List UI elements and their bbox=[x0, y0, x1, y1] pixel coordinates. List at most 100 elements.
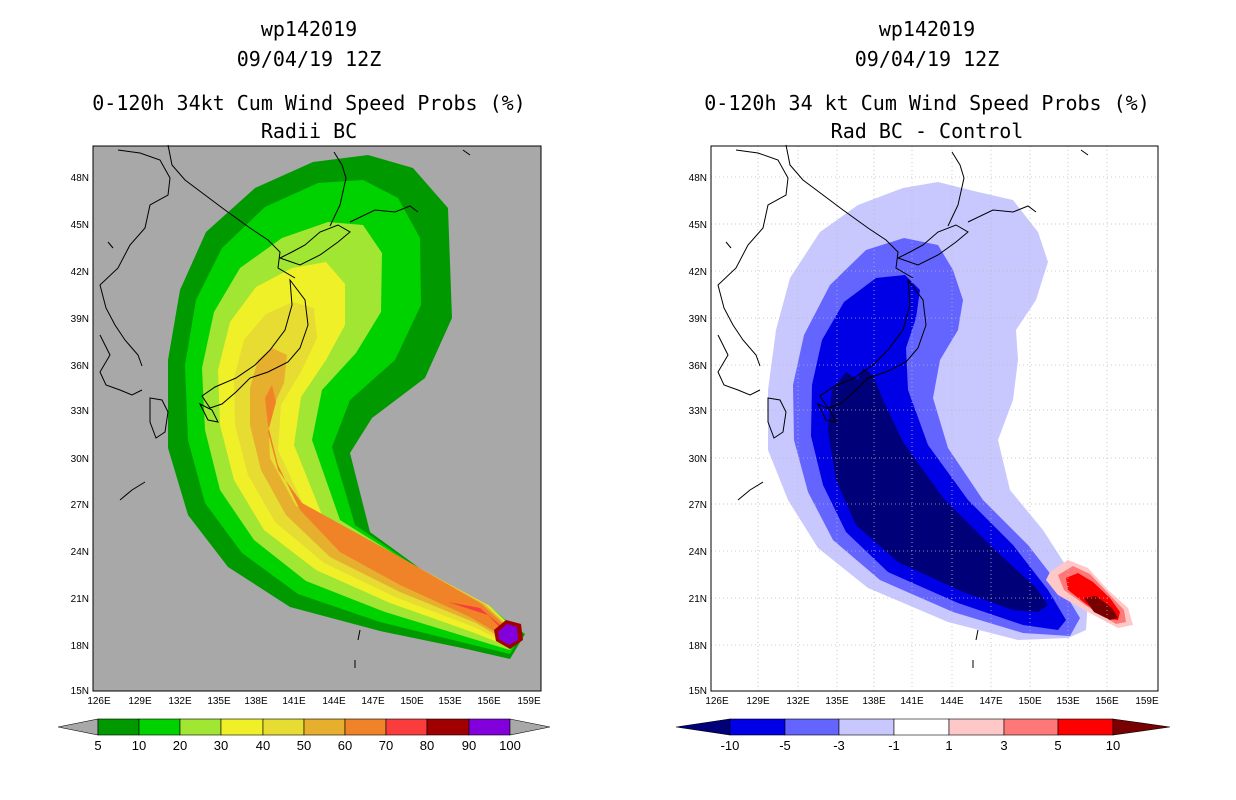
diff-plus-10-contour bbox=[1084, 596, 1118, 620]
colorbar-swatch bbox=[468, 718, 511, 736]
lon-tick-label: 150E bbox=[1018, 696, 1042, 707]
lon-tick-label: 138E bbox=[244, 696, 268, 707]
colorbar-label: 5 bbox=[1054, 738, 1061, 753]
colorbar-label: 100 bbox=[499, 738, 521, 753]
lat-tick-label: 15N bbox=[689, 686, 707, 697]
colorbar-swatch bbox=[385, 718, 428, 736]
colorbar-end-right bbox=[509, 718, 551, 736]
date-title: 09/04/19 12Z bbox=[854, 47, 1000, 71]
lon-axis-labels: 126E 129E 132E 135E 138E 141E 144E 147E … bbox=[87, 696, 541, 707]
rad-bc-control-panel: wp142019 09/04/19 12Z 0-120h 34 kt Cum W… bbox=[618, 0, 1236, 800]
panel-subtitle: Rad BC - Control bbox=[830, 119, 1024, 143]
lat-tick-label: 27N bbox=[689, 500, 707, 511]
colorbar-swatch bbox=[948, 718, 1005, 736]
lon-tick-label: 147E bbox=[361, 696, 385, 707]
lon-tick-label: 144E bbox=[322, 696, 346, 707]
prob-90-contour bbox=[498, 624, 518, 645]
lat-tick-label: 39N bbox=[71, 314, 89, 325]
lon-tick-label: 159E bbox=[517, 696, 541, 707]
lon-tick-label: 156E bbox=[1095, 696, 1119, 707]
lat-tick-label: 30N bbox=[689, 454, 707, 465]
colorbar-swatch bbox=[893, 718, 950, 736]
lon-tick-label: 135E bbox=[207, 696, 231, 707]
lon-tick-label: 141E bbox=[900, 696, 924, 707]
lat-tick-label: 18N bbox=[689, 641, 707, 652]
lat-tick-label: 15N bbox=[71, 686, 89, 697]
colorbar-labels: -10 -5 -3 -1 1 3 5 10 bbox=[721, 738, 1121, 753]
map-frame bbox=[710, 145, 1159, 692]
lat-tick-label: 21N bbox=[689, 594, 707, 605]
colorbar-swatch bbox=[262, 718, 305, 736]
lon-tick-label: 147E bbox=[979, 696, 1003, 707]
colorbar-label: -3 bbox=[833, 738, 845, 753]
colorbar-swatch bbox=[426, 718, 470, 736]
colorbar-end-right bbox=[1112, 718, 1171, 736]
lat-tick-label: 42N bbox=[689, 267, 707, 278]
colorbar-swatch bbox=[344, 718, 387, 736]
colorbar-swatch bbox=[838, 718, 895, 736]
product-title: 0-120h 34 kt Cum Wind Speed Probs (%) bbox=[704, 91, 1150, 115]
colorbar-label: 10 bbox=[132, 738, 146, 753]
lon-tick-label: 129E bbox=[746, 696, 770, 707]
colorbar-label: 80 bbox=[420, 738, 434, 753]
radii-bc-panel: wp142019 09/04/19 12Z 0-120h 34kt Cum Wi… bbox=[57, 17, 551, 753]
probability-colorbar bbox=[57, 718, 551, 736]
colorbar-label: 60 bbox=[338, 738, 352, 753]
lat-tick-label: 24N bbox=[689, 547, 707, 558]
probability-map: 48N 45N 42N 39N 36N 33N 30N 27N 24N 21N … bbox=[57, 144, 551, 753]
lat-tick-label: 36N bbox=[71, 361, 89, 372]
map-frame bbox=[92, 145, 542, 692]
colorbar-label: 10 bbox=[1106, 738, 1120, 753]
colorbar-swatch bbox=[1003, 718, 1059, 736]
lat-tick-label: 39N bbox=[689, 314, 707, 325]
lat-axis-labels: 48N 45N 42N 39N 36N 33N 30N 27N 24N 21N … bbox=[689, 173, 707, 697]
lat-tick-label: 42N bbox=[71, 267, 89, 278]
colorbar-end-left bbox=[675, 718, 731, 736]
graticule bbox=[711, 146, 1158, 691]
lat-tick-label: 33N bbox=[689, 406, 707, 417]
colorbar-labels: 5 10 20 30 40 50 60 70 80 90 100 bbox=[94, 738, 520, 753]
colorbar-label: -10 bbox=[721, 738, 740, 753]
colorbar-swatch bbox=[179, 718, 222, 736]
lat-tick-label: 21N bbox=[71, 594, 89, 605]
lat-tick-label: 30N bbox=[71, 454, 89, 465]
lat-tick-label: 18N bbox=[71, 641, 89, 652]
lat-tick-label: 27N bbox=[71, 500, 89, 511]
lon-tick-label: 156E bbox=[477, 696, 501, 707]
lon-tick-label: 129E bbox=[128, 696, 152, 707]
lon-tick-label: 126E bbox=[705, 696, 729, 707]
prob-60-contour bbox=[265, 385, 512, 638]
storm-id-title: wp142019 bbox=[260, 17, 358, 41]
colorbar-label: 40 bbox=[256, 738, 270, 753]
lon-tick-label: 144E bbox=[940, 696, 964, 707]
colorbar-swatch bbox=[729, 718, 786, 736]
lon-tick-label: 153E bbox=[1056, 696, 1080, 707]
lat-axis-labels: 48N 45N 42N 39N 36N 33N 30N 27N 24N 21N … bbox=[71, 173, 89, 697]
difference-colorbar bbox=[675, 718, 1171, 736]
date-title: 09/04/19 12Z bbox=[236, 47, 382, 71]
colorbar-label: 90 bbox=[462, 738, 476, 753]
colorbar-swatch bbox=[1057, 718, 1114, 736]
colorbar-label: -1 bbox=[888, 738, 900, 753]
panel-subtitle: Radii BC bbox=[260, 119, 358, 143]
lat-tick-label: 45N bbox=[71, 220, 89, 231]
coastlines bbox=[99, 144, 471, 668]
storm-id-title: wp142019 bbox=[878, 17, 976, 41]
difference-map: 48N 45N 42N 39N 36N 33N 30N 27N 24N 21N … bbox=[675, 144, 1171, 753]
colorbar-label: 5 bbox=[94, 738, 101, 753]
colorbar-label: 30 bbox=[214, 738, 228, 753]
prob-70-contour bbox=[448, 602, 508, 636]
lon-tick-label: 132E bbox=[168, 696, 192, 707]
lat-tick-label: 36N bbox=[689, 361, 707, 372]
lon-tick-label: 159E bbox=[1135, 696, 1159, 707]
colorbar-swatch bbox=[220, 718, 264, 736]
lat-tick-label: 45N bbox=[689, 220, 707, 231]
colorbar-label: 20 bbox=[173, 738, 187, 753]
lat-tick-label: 33N bbox=[71, 406, 89, 417]
lon-tick-label: 126E bbox=[87, 696, 111, 707]
diff-minus-10-contour bbox=[828, 368, 1048, 612]
colorbar-end-left bbox=[57, 718, 99, 736]
colorbar-label: -5 bbox=[779, 738, 791, 753]
colorbar-label: 3 bbox=[1000, 738, 1007, 753]
colorbar-label: 50 bbox=[297, 738, 311, 753]
